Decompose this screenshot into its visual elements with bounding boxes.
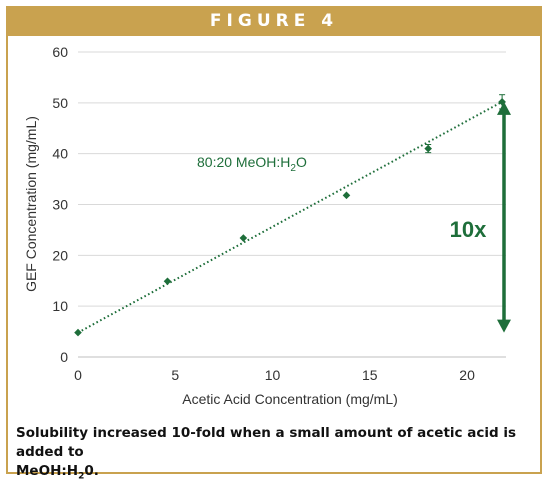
- trendline: [77, 100, 503, 334]
- x-tick-label-15: 15: [362, 367, 378, 383]
- data-point-0: [74, 328, 82, 337]
- x-tick-label-5: 5: [171, 367, 179, 383]
- y-tick-label-50: 50: [52, 95, 68, 111]
- x-tick-label-10: 10: [265, 367, 281, 383]
- tick-labels: 0 10 20 30 40 50 60 0 5 10 15 20: [52, 44, 475, 383]
- y-tick-label-0: 0: [60, 349, 68, 365]
- data-points: [74, 94, 506, 337]
- arrow-head-up: [497, 101, 511, 115]
- data-point-4: [424, 144, 432, 153]
- caption-line-1: Solubility increased 10-fold when a smal…: [16, 425, 517, 460]
- fold-label: 10x: [450, 217, 487, 242]
- fold-arrow: [497, 101, 511, 333]
- caption-line-2-end: 0.: [84, 463, 99, 479]
- data-point-2: [239, 234, 248, 242]
- grid-lines: [78, 51, 506, 307]
- x-tick-label-0: 0: [74, 367, 82, 383]
- figure-caption: Solubility increased 10-fold when a smal…: [16, 424, 536, 487]
- caption-subscript: 2: [78, 471, 85, 482]
- solvent-annotation: 80:20 MeOH:H2O: [197, 154, 307, 174]
- arrow-head-down: [497, 319, 511, 333]
- data-point-1: [163, 277, 172, 286]
- x-tick-label-20: 20: [459, 367, 475, 383]
- y-tick-label-20: 20: [52, 247, 68, 263]
- figure-banner: FIGURE 4: [6, 6, 542, 36]
- caption-line-2: MeOH:H: [16, 463, 79, 479]
- y-tick-label-60: 60: [52, 44, 68, 60]
- x-axis-label: Acetic Acid Concentration (mg/mL): [182, 391, 398, 407]
- y-tick-label-30: 30: [52, 197, 68, 213]
- y-axis-label: GEF Concentration (mg/mL): [23, 116, 39, 292]
- y-tick-label-40: 40: [52, 146, 68, 162]
- figure-frame: [6, 6, 542, 474]
- data-point-3: [342, 191, 351, 200]
- y-tick-label-10: 10: [52, 298, 68, 314]
